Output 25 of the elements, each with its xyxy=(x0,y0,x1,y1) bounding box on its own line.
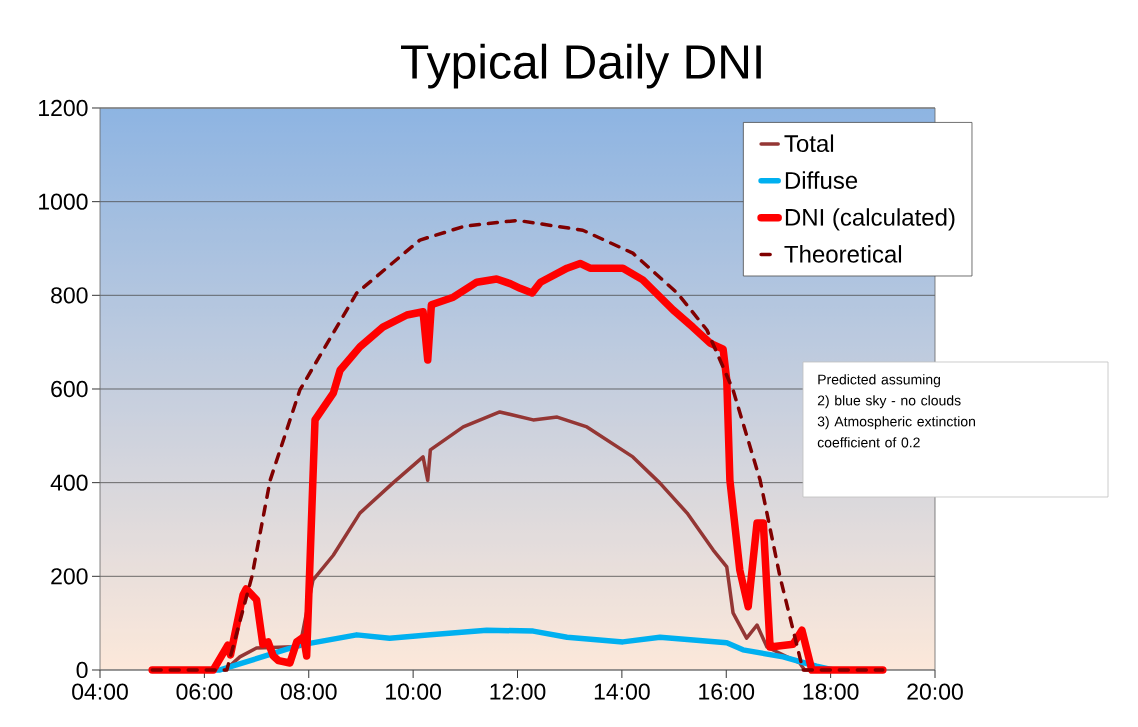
x-tick-label: 12:00 xyxy=(490,683,546,700)
x-tick-label: 04:00 xyxy=(72,683,128,700)
y-tick-label: 600 xyxy=(51,380,88,398)
x-tick-label: 20:00 xyxy=(907,683,963,700)
x-tick-label: 08:00 xyxy=(280,683,337,700)
y-tick-label: 200 xyxy=(51,568,88,585)
legend-label: Total xyxy=(784,134,834,153)
x-tick-label: 18:00 xyxy=(803,683,859,700)
annotation: Predicted assuming xyxy=(818,374,941,388)
y-tick-label: 400 xyxy=(50,474,88,491)
legend-label: Diffuse xyxy=(785,171,858,189)
annotation: 3) Atmospheric extinction xyxy=(817,416,976,430)
x-tick-label: 10:00 xyxy=(386,683,442,700)
y-tick-label: 1200 xyxy=(39,99,88,117)
annotation: coefficient of 0.2 xyxy=(817,437,920,448)
y-tick-label: 800 xyxy=(51,287,88,304)
x-tick-label: 14:00 xyxy=(594,683,650,700)
x-tick-label: 06:00 xyxy=(176,683,233,700)
legend-label: Theoretical xyxy=(784,245,902,263)
x-tick-label: 16:00 xyxy=(699,683,755,700)
annotation: 2) blue sky - no clouds xyxy=(817,395,961,409)
legend-label: DNI (calculated) xyxy=(785,208,955,231)
y-tick-label: 0 xyxy=(76,661,88,679)
y-tick-label: 1000 xyxy=(39,193,88,210)
chart-title: Typical Daily DNI xyxy=(401,43,761,89)
